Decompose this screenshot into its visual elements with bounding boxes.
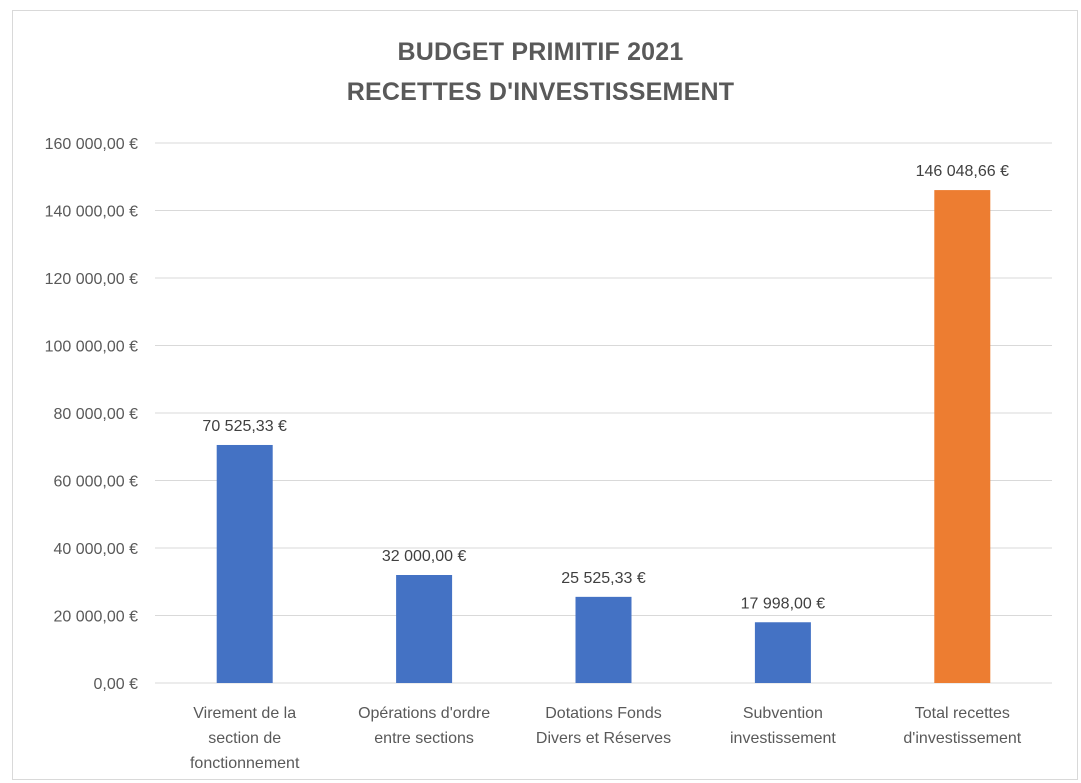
x-tick-label: Virement de la [193, 705, 296, 722]
bar [216, 444, 273, 683]
y-tick-label: 0,00 € [94, 676, 139, 693]
x-tick-label: d'investissement [903, 730, 1021, 747]
x-tick-label: Subvention [743, 705, 823, 722]
x-tick-label: fonctionnement [190, 755, 300, 772]
bar [396, 575, 453, 683]
chart-title-line-2: RECETTES D'INVESTISSEMENT [346, 78, 735, 106]
x-tick-label: entre sections [374, 730, 474, 747]
chart-title-line-1: BUDGET PRIMITIF 2021 [397, 38, 684, 66]
y-tick-label: 140 000,00 € [45, 204, 139, 221]
y-tick-label: 20 000,00 € [53, 609, 138, 626]
y-tick-label: 100 000,00 € [45, 339, 139, 356]
x-tick-label: section de [208, 730, 281, 747]
x-tick-label: Dotations Fonds [545, 705, 662, 722]
chart-frame [12, 10, 1078, 780]
y-tick-label: 40 000,00 € [53, 541, 138, 558]
data-label: 17 998,00 € [741, 595, 826, 612]
x-tick-label: Opérations d'ordre [358, 705, 490, 722]
data-label: 25 525,33 € [561, 570, 646, 587]
bar [575, 596, 632, 683]
y-tick-label: 160 000,00 € [45, 136, 139, 153]
y-tick-label: 120 000,00 € [45, 271, 139, 288]
chart-title: BUDGET PRIMITIF 2021 RECETTES D'INVESTIS… [0, 32, 1081, 112]
bar [754, 622, 811, 683]
data-label: 32 000,00 € [382, 548, 467, 565]
y-tick-label: 60 000,00 € [53, 474, 138, 491]
x-tick-label: investissement [730, 730, 836, 747]
bar [934, 190, 991, 684]
x-tick-label: Divers et Réserves [536, 730, 671, 747]
data-label: 146 048,66 € [916, 163, 1010, 180]
data-label: 70 525,33 € [202, 418, 287, 435]
y-tick-label: 80 000,00 € [53, 406, 138, 423]
x-tick-label: Total recettes [915, 705, 1010, 722]
